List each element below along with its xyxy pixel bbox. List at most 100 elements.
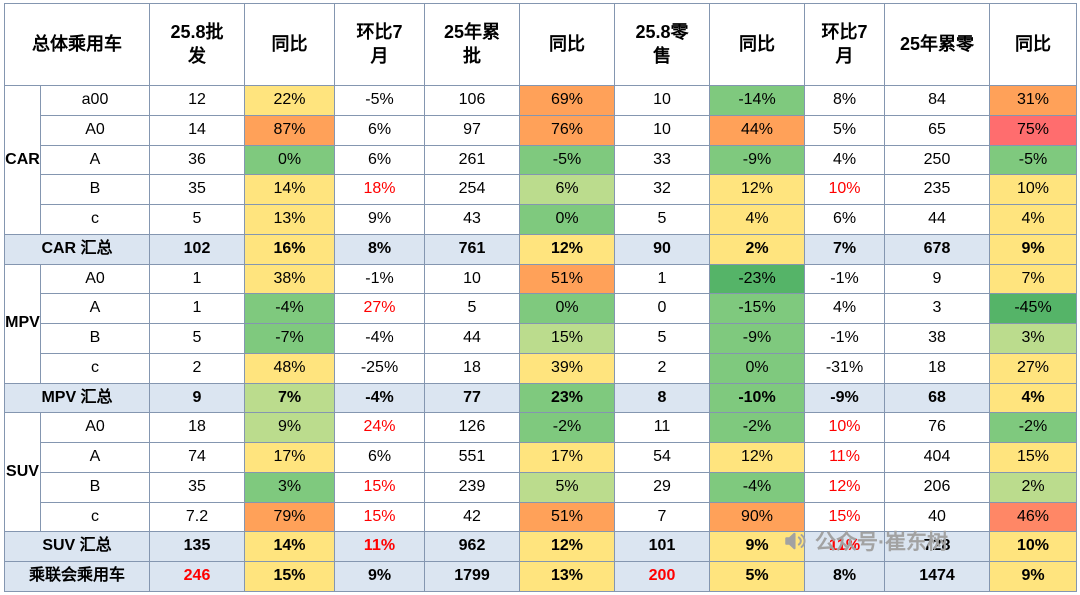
cell-value: 2 [614, 352, 710, 384]
cell-value: 254 [424, 174, 520, 205]
cell-value: 75% [989, 114, 1077, 146]
table-row: B 35 3% 15% 239 5% 29 -4% 12% 206 2% [5, 471, 1077, 503]
cell-value: 27% [989, 352, 1077, 384]
cell-value: 87% [244, 114, 335, 146]
segment-label: a00 [40, 85, 150, 116]
cell-value: 39% [519, 352, 615, 384]
cell-value: 33 [614, 144, 710, 176]
cell-value: 44 [884, 204, 990, 235]
cell-value: 68 [884, 382, 990, 414]
cell-value: 65 [884, 114, 990, 146]
cell-value: 44 [424, 323, 520, 354]
cell-value: 9% [334, 561, 425, 592]
cell-value: 27% [334, 293, 425, 324]
cell-value: -10% [709, 382, 805, 414]
cell-value: 0% [519, 204, 615, 235]
cell-value: 3 [884, 293, 990, 324]
cell-value: 15% [989, 442, 1077, 473]
table-row: c 2 48% -25% 18 39% 2 0% -31% 18 27% [5, 352, 1077, 384]
cell-value: 261 [424, 144, 520, 176]
cell-value: 239 [424, 471, 520, 503]
cell-value: 18 [424, 352, 520, 384]
cell-value: 1474 [884, 561, 990, 592]
cell-value: 24% [334, 412, 425, 443]
table-row: c 5 13% 9% 43 0% 5 4% 6% 44 4% [5, 204, 1077, 235]
cell-value: 15% [519, 323, 615, 354]
cell-value: 74 [149, 442, 245, 473]
cell-value: 200 [614, 561, 710, 592]
cell-value: -2% [709, 412, 805, 443]
cell-value: 10 [614, 114, 710, 146]
cell-value: -1% [334, 263, 425, 295]
cell-value: 23% [519, 382, 615, 414]
segment-label: B [40, 471, 150, 503]
total-row: CAR 汇总 102 16% 8% 761 12% 90 2% 7% 678 9% [4, 233, 1077, 265]
cell-value: 10 [424, 263, 520, 295]
cell-value: 0% [709, 352, 805, 384]
cell-value: 35 [149, 471, 245, 503]
cell-value: -5% [519, 144, 615, 176]
segment-label: A0 [40, 412, 150, 443]
group-label-mpv: MPV [4, 263, 41, 384]
cell-value: 4% [709, 204, 805, 235]
cell-value: 6% [334, 442, 425, 473]
cell-value: -25% [334, 352, 425, 384]
segment-label: c [40, 204, 150, 235]
cell-value: 79% [244, 501, 335, 533]
cell-value: 3% [989, 323, 1077, 354]
column-header-1: 同比 [244, 3, 335, 86]
cell-value: 32 [614, 174, 710, 205]
table-row: MPV A0 1 38% -1% 10 51% 1 -23% -1% 9 7% [4, 263, 1077, 384]
row-label: 乘联会乘用车 [4, 561, 150, 592]
cell-value: 1 [149, 293, 245, 324]
cell-value: 48% [244, 352, 335, 384]
segment-label: A [40, 293, 150, 324]
table-row: SUV A0 18 9% 24% 126 -2% 11 -2% 10% 76 -2% [4, 412, 1077, 533]
row-label: SUV 汇总 [4, 531, 150, 562]
cell-value: -5% [334, 85, 425, 116]
cell-value: 728 [884, 531, 990, 562]
cell-value: 13% [244, 204, 335, 235]
cell-value: 10% [989, 174, 1077, 205]
cell-value: 9 [149, 382, 245, 414]
cell-value: -14% [709, 85, 805, 116]
cell-value: 2% [709, 233, 805, 265]
cell-value: 761 [424, 233, 520, 265]
cell-value: 9% [989, 561, 1077, 592]
cell-value: 38% [244, 263, 335, 295]
table-row: A 74 17% 6% 551 17% 54 12% 11% 404 15% [5, 442, 1077, 473]
cell-value: 4% [804, 293, 885, 324]
cell-value: 35 [149, 174, 245, 205]
cell-value: 40 [884, 501, 990, 533]
cell-value: 0% [244, 144, 335, 176]
column-header-7: 环比7月 [804, 3, 885, 86]
table-header: 总体乘用车 25.8批发 同比 环比7月 25年累批 同比 25.8零售 同比 环比7月 25年… [4, 3, 1077, 86]
cell-value: 4% [989, 382, 1077, 414]
passenger-car-table: 总体乘用车 25.8批发 同比 环比7月 25年累批 同比 25.8零售 同比 环比7月 25年… [4, 3, 1077, 592]
cell-value: 7% [989, 263, 1077, 295]
cell-value: -23% [709, 263, 805, 295]
cell-value: 126 [424, 412, 520, 443]
cell-value: 9% [334, 204, 425, 235]
row-label: CAR 汇总 [4, 233, 150, 265]
column-header-4: 同比 [519, 3, 615, 86]
header-row: 总体乘用车 25.8批发 同比 环比7月 25年累批 同比 25.8零售 同比 环比7月 25年… [4, 3, 1077, 86]
cell-value: 5 [424, 293, 520, 324]
cell-value: 106 [424, 85, 520, 116]
cell-value: 12% [709, 442, 805, 473]
cell-value: 16% [244, 233, 335, 265]
column-header-9: 同比 [989, 3, 1077, 86]
cell-value: -4% [244, 293, 335, 324]
cell-value: 101 [614, 531, 710, 562]
cell-value: 4% [989, 204, 1077, 235]
cell-value: 0 [614, 293, 710, 324]
segment-label: A0 [40, 263, 150, 295]
table-row: B 35 14% 18% 254 6% 32 12% 10% 235 10% [5, 174, 1077, 205]
column-header-6: 同比 [709, 3, 805, 86]
cell-value: 44% [709, 114, 805, 146]
segment-label: A [40, 144, 150, 176]
cell-value: 11% [804, 531, 885, 562]
segment-label: B [40, 174, 150, 205]
segment-label: A [40, 442, 150, 473]
